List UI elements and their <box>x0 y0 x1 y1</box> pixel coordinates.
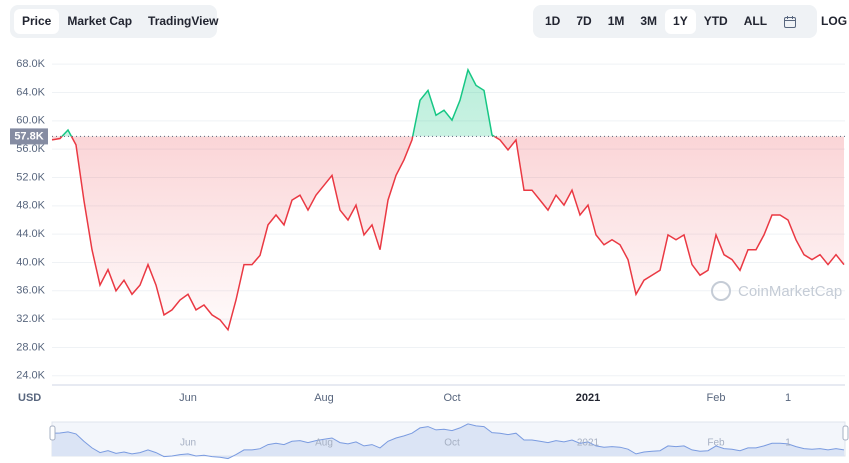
x-tick-label: Aug <box>314 392 334 404</box>
reference-label: 57.8K <box>14 130 43 142</box>
range-button[interactable]: YTD <box>703 14 728 28</box>
unit-label: USD <box>18 392 41 404</box>
y-tick-label: 64.0K <box>16 86 45 98</box>
y-tick-label: 48.0K <box>16 200 45 212</box>
navigator-handle[interactable] <box>49 425 56 441</box>
y-tick-label: 68.0K <box>16 58 45 70</box>
navigator-line <box>51 423 845 460</box>
y-tick-label: 40.0K <box>16 256 45 268</box>
navigator-label: Aug <box>315 438 333 449</box>
tab-button[interactable]: Price <box>14 9 60 34</box>
range-group: 1D 7D 1M 3M 1Y YTD ALL LOG <box>533 5 847 38</box>
navigator-label: Jun <box>180 438 196 449</box>
range-button[interactable]: 1M <box>607 14 625 28</box>
x-tick-label: Oct <box>443 392 460 404</box>
calendar-button[interactable] <box>775 9 805 34</box>
calendar-icon <box>784 15 797 28</box>
y-tick-label: 52.0K <box>16 171 45 183</box>
reference-label-box <box>10 128 48 145</box>
area-above <box>61 69 495 137</box>
y-tick-label: 28.0K <box>16 341 45 353</box>
tab-button[interactable]: Market Cap <box>67 14 133 28</box>
range-button[interactable]: 3M <box>640 14 658 28</box>
x-tick-label: 2021 <box>576 392 600 404</box>
navigator-label: Oct <box>444 438 460 449</box>
tab-group: Price Market Cap TradingView <box>10 5 219 38</box>
navigator-label: 2021 <box>577 438 600 449</box>
y-tick-label: 44.0K <box>16 228 45 240</box>
watermark: CoinMarketCap <box>738 283 842 300</box>
y-tick-label: 60.0K <box>16 115 45 127</box>
navigator-label: 1 <box>785 438 791 449</box>
y-tick-label: 56.0K <box>16 143 45 155</box>
log-button[interactable]: LOG <box>821 14 848 28</box>
price-line-above <box>60 67 496 137</box>
y-tick-label: 32.0K <box>16 313 45 325</box>
range-button[interactable]: 1Y <box>665 9 696 34</box>
navigator-handle[interactable] <box>842 425 849 441</box>
y-tick-label: 24.0K <box>16 370 45 382</box>
price-line <box>51 136 845 332</box>
tab-button[interactable]: TradingView <box>148 14 219 28</box>
range-button[interactable]: 1D <box>545 14 561 28</box>
x-tick-label: Feb <box>707 392 726 404</box>
area-below <box>52 136 844 330</box>
x-tick-label: 1 <box>785 392 791 404</box>
range-button[interactable]: 7D <box>576 14 592 28</box>
navigator-label: Feb <box>707 438 725 449</box>
y-tick-label: 36.0K <box>16 285 45 297</box>
range-button[interactable]: ALL <box>743 14 768 28</box>
x-tick-label: Jun <box>179 392 197 404</box>
watermark-logo <box>711 281 731 301</box>
